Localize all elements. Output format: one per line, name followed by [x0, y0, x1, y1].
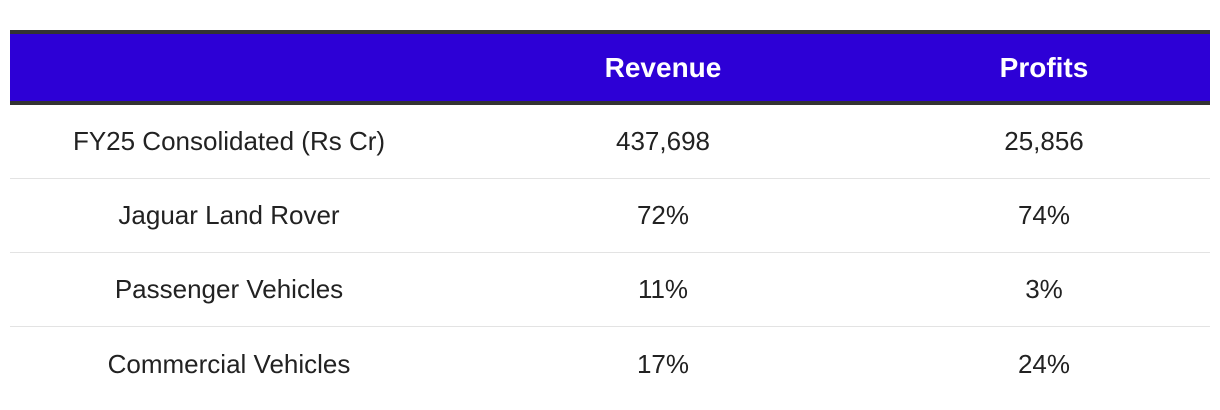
- table-header-row: Revenue Profits: [10, 30, 1210, 105]
- revenue-value: 17%: [636, 348, 690, 379]
- table-row: Jaguar Land Rover 72% 74%: [10, 179, 1210, 253]
- profits-value: 74%: [1017, 200, 1071, 230]
- row-label: FY25 Consolidated (Rs Cr): [72, 126, 386, 156]
- profits-value: 24%: [1017, 348, 1071, 379]
- row-label: Commercial Vehicles: [107, 348, 351, 379]
- revenue-value: 11%: [637, 274, 689, 304]
- table-row: Passenger Vehicles 11% 3%: [10, 253, 1210, 327]
- header-cell-revenue: Revenue: [604, 51, 722, 83]
- profits-value: 25,856: [1004, 126, 1084, 156]
- table-row: Commercial Vehicles 17% 24%: [10, 327, 1210, 401]
- revenue-value: 437,698: [616, 126, 710, 156]
- row-label: Passenger Vehicles: [114, 274, 344, 304]
- profits-value: 3%: [1025, 274, 1063, 304]
- row-label: Jaguar Land Rover: [118, 200, 340, 230]
- table-row: FY25 Consolidated (Rs Cr) 437,698 25,856: [10, 105, 1210, 179]
- revenue-value: 72%: [636, 200, 690, 230]
- revenue-profits-table: Revenue Profits FY25 Consolidated (Rs Cr…: [10, 30, 1210, 401]
- header-cell-profits: Profits: [999, 51, 1089, 83]
